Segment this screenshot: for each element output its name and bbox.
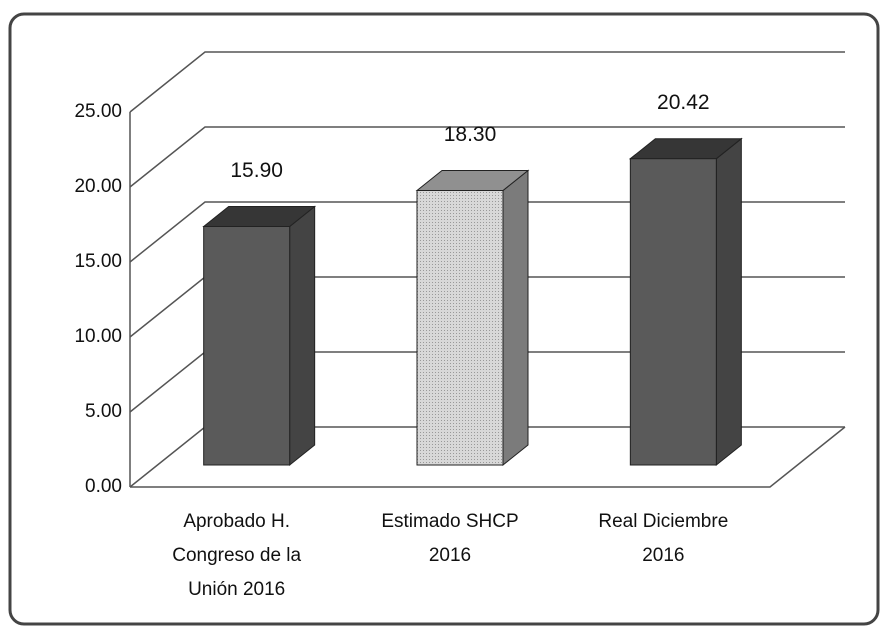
bar <box>628 137 743 467</box>
floor <box>130 426 846 488</box>
y-tick-label: 5.00 <box>85 401 122 422</box>
y-tick-label: 15.00 <box>74 251 122 272</box>
y-tick-label: 0.00 <box>85 476 122 497</box>
bar-front <box>416 190 504 466</box>
value-label: 15.90 <box>230 159 283 182</box>
x-tick-label: Real Diciembre 2016 <box>598 511 728 566</box>
y-tick-label: 25.00 <box>74 101 122 122</box>
grid-line <box>129 126 845 188</box>
value-label: 18.30 <box>444 123 497 146</box>
bar-front <box>203 226 291 466</box>
bar <box>415 169 530 467</box>
value-label: 20.42 <box>657 91 710 114</box>
bar-side <box>289 205 316 467</box>
y-tick-label: 20.00 <box>74 176 122 197</box>
x-tick-label: Estimado SHCP 2016 <box>381 511 518 566</box>
x-tick-label: Aprobado H. Congreso de la Unión 2016 <box>172 511 301 600</box>
bar <box>202 205 317 467</box>
y-tick-label: 10.00 <box>74 326 122 347</box>
bar-side <box>715 137 742 467</box>
frame <box>8 12 880 626</box>
bar-side <box>502 169 529 467</box>
grid-line <box>129 51 845 113</box>
bar-front <box>629 158 717 466</box>
